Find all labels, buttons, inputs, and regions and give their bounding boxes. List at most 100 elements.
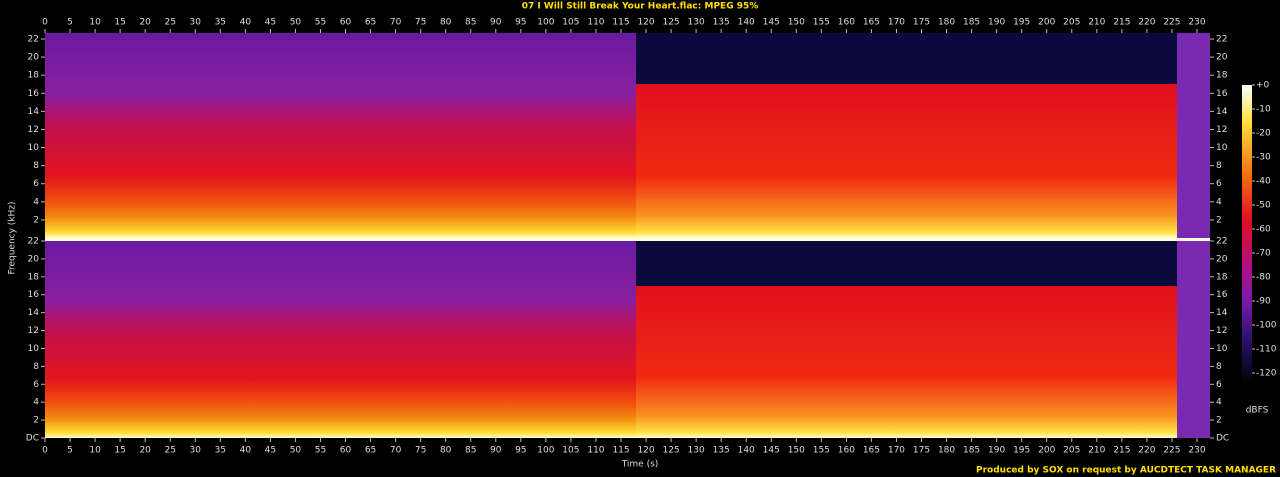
- x-tick-label: 200: [1038, 18, 1055, 28]
- x-tick-label: 175: [913, 446, 930, 456]
- x-tick-label: 225: [1163, 18, 1180, 28]
- x-tick-label: 215: [1113, 18, 1130, 28]
- x-tick-label: 145: [763, 446, 780, 456]
- x-tick-label: 40: [240, 446, 252, 456]
- x-tick-label: 55: [315, 18, 326, 28]
- y-tick-label: 4: [33, 197, 39, 207]
- y-tick-label: 16: [28, 290, 40, 300]
- x-tick-label: 30: [190, 18, 202, 28]
- x-tick-label: 195: [1013, 446, 1030, 456]
- y-tick-label: 20: [1216, 254, 1228, 264]
- y-axis-label: Frequency (kHz): [8, 201, 18, 274]
- y-tick-label: 2: [1216, 215, 1222, 225]
- x-tick-label: 130: [688, 18, 705, 28]
- x-tick-label: 50: [290, 18, 302, 28]
- x-tick-label: 75: [415, 18, 426, 28]
- y-tick-label: 4: [33, 398, 39, 408]
- y-tick-label: 6: [1216, 179, 1222, 189]
- colorbar-tick-label: -120: [1256, 369, 1277, 379]
- x-tick-label: 135: [713, 446, 730, 456]
- colorbar-tick-label: -30: [1256, 153, 1271, 163]
- y-tick-label: 10: [28, 143, 40, 153]
- x-tick-label: 35: [215, 446, 226, 456]
- x-tick-label: 60: [340, 18, 352, 28]
- colorbar: [1242, 85, 1252, 385]
- y-tick-label: 14: [28, 107, 40, 117]
- y-tick-label: DC: [26, 434, 39, 444]
- x-tick-label: 165: [863, 18, 880, 28]
- footer: Produced by SOX on request by AUCDTECT T…: [976, 466, 1276, 476]
- x-tick-label: 105: [562, 18, 579, 28]
- x-tick-label: 100: [537, 446, 554, 456]
- y-tick-label: 10: [1216, 143, 1228, 153]
- y-tick-label: 14: [1216, 308, 1228, 318]
- x-tick-label: 110: [587, 446, 604, 456]
- y-tick-label: 14: [28, 308, 40, 318]
- y-tick-label: 6: [33, 380, 39, 390]
- y-tick-label: 6: [33, 179, 39, 189]
- y-tick-label: 8: [1216, 362, 1222, 372]
- x-tick-label: 55: [315, 446, 326, 456]
- colorbar-tick-label: -60: [1256, 225, 1271, 235]
- y-tick-label: 18: [1216, 272, 1228, 282]
- x-tick-label: 205: [1063, 446, 1080, 456]
- y-tick-label: DC: [1216, 434, 1229, 444]
- y-tick-label: 6: [1216, 380, 1222, 390]
- x-tick-label: 125: [662, 446, 679, 456]
- y-tick-label: 18: [28, 71, 40, 81]
- y-tick-label: 2: [33, 215, 39, 225]
- x-tick-label: 125: [662, 18, 679, 28]
- x-axis-label: Time (s): [621, 460, 659, 470]
- y-tick-label: 12: [1216, 326, 1227, 336]
- x-tick-label: 120: [637, 18, 654, 28]
- x-tick-label: 40: [240, 18, 252, 28]
- spectrogram-image: [45, 33, 1210, 438]
- y-tick-label: 2: [33, 416, 39, 426]
- colorbar-tick-label: -90: [1256, 297, 1271, 307]
- x-tick-label: 45: [265, 18, 276, 28]
- x-tick-label: 180: [938, 446, 955, 456]
- x-tick-label: 90: [490, 18, 502, 28]
- x-tick-label: 200: [1038, 446, 1055, 456]
- x-tick-label: 50: [290, 446, 302, 456]
- y-tick-label: 20: [28, 53, 40, 63]
- x-tick-label: 130: [688, 446, 705, 456]
- x-tick-label: 150: [788, 18, 805, 28]
- x-tick-label: 10: [89, 446, 101, 456]
- x-tick-label: 160: [838, 18, 855, 28]
- x-tick-label: 20: [139, 446, 151, 456]
- y-tick-label: 22: [28, 237, 39, 247]
- y-tick-label: 22: [1216, 35, 1227, 45]
- x-tick-label: 0: [42, 446, 48, 456]
- x-tick-label: 140: [738, 446, 755, 456]
- x-tick-label: 0: [42, 18, 48, 28]
- x-tick-label: 85: [465, 446, 476, 456]
- x-tick-label: 230: [1188, 18, 1205, 28]
- x-tick-label: 115: [612, 446, 629, 456]
- colorbar-tick-label: +0: [1256, 81, 1270, 91]
- y-tick-label: 12: [1216, 125, 1227, 135]
- x-tick-label: 175: [913, 18, 930, 28]
- x-tick-label: 45: [265, 446, 276, 456]
- y-tick-label: 8: [33, 161, 39, 171]
- chart-title: 07 I Will Still Break Your Heart.flac: M…: [522, 2, 759, 12]
- x-tick-label: 190: [988, 446, 1005, 456]
- x-tick-label: 100: [537, 18, 554, 28]
- x-tick-label: 135: [713, 18, 730, 28]
- y-tick-label: 10: [1216, 344, 1228, 354]
- colorbar-tick-label: -20: [1256, 129, 1271, 139]
- x-tick-label: 170: [888, 18, 905, 28]
- x-tick-label: 220: [1138, 446, 1155, 456]
- x-tick-label: 210: [1088, 446, 1105, 456]
- x-tick-label: 170: [888, 446, 905, 456]
- x-tick-label: 20: [139, 18, 151, 28]
- x-tick-label: 140: [738, 18, 755, 28]
- x-tick-label: 185: [963, 18, 980, 28]
- x-tick-label: 95: [515, 446, 526, 456]
- x-tick-label: 95: [515, 18, 526, 28]
- colorbar-tick-label: -50: [1256, 201, 1271, 211]
- y-tick-label: 20: [1216, 53, 1228, 63]
- x-tick-label: 25: [164, 446, 175, 456]
- x-tick-label: 150: [788, 446, 805, 456]
